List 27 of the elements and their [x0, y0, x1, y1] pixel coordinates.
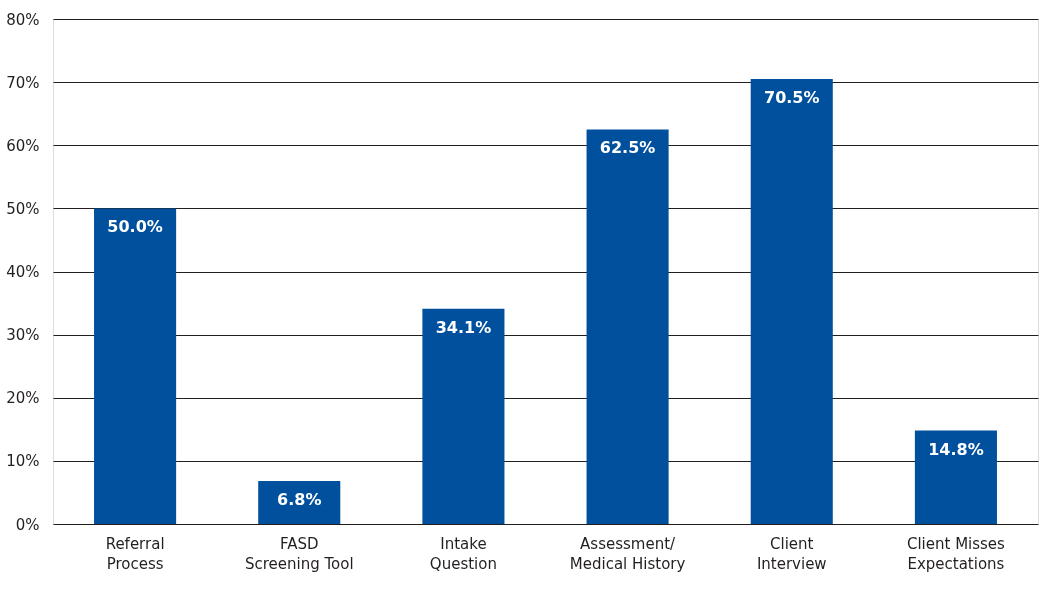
- data-label: 50.0%: [107, 217, 163, 237]
- data-label: 6.8%: [277, 490, 322, 510]
- y-tick-label: 0%: [15, 515, 40, 534]
- x-tick-label: Client Interview: [756, 534, 827, 573]
- x-tick-label: Referral Process: [105, 534, 165, 573]
- bar: [94, 208, 177, 524]
- data-label: 14.8%: [928, 439, 984, 459]
- x-tick-label: FASD Screening Tool: [244, 534, 354, 573]
- x-tick-label: Intake Question: [429, 534, 497, 573]
- bar: [914, 430, 997, 524]
- x-tick-label: Assessment/ Medical History: [569, 534, 686, 573]
- bar: [422, 308, 505, 524]
- y-tick-label: 10%: [6, 452, 40, 471]
- data-label: 62.5%: [599, 138, 656, 158]
- y-tick-label: 50%: [6, 199, 40, 218]
- y-tick-label: 60%: [6, 136, 40, 155]
- y-tick-label: 80%: [6, 10, 40, 29]
- bar: [586, 129, 669, 524]
- bar: [750, 78, 833, 524]
- data-label: 70.5%: [763, 87, 820, 107]
- y-tick-label: 40%: [6, 263, 40, 281]
- y-tick-label: 20%: [6, 389, 40, 408]
- y-tick-label: 70%: [6, 73, 40, 92]
- data-label: 34.1%: [435, 317, 492, 337]
- y-tick-label: 30%: [6, 326, 40, 345]
- bar: [258, 481, 341, 524]
- x-tick-label: Client Misses Expectations: [906, 534, 1006, 573]
